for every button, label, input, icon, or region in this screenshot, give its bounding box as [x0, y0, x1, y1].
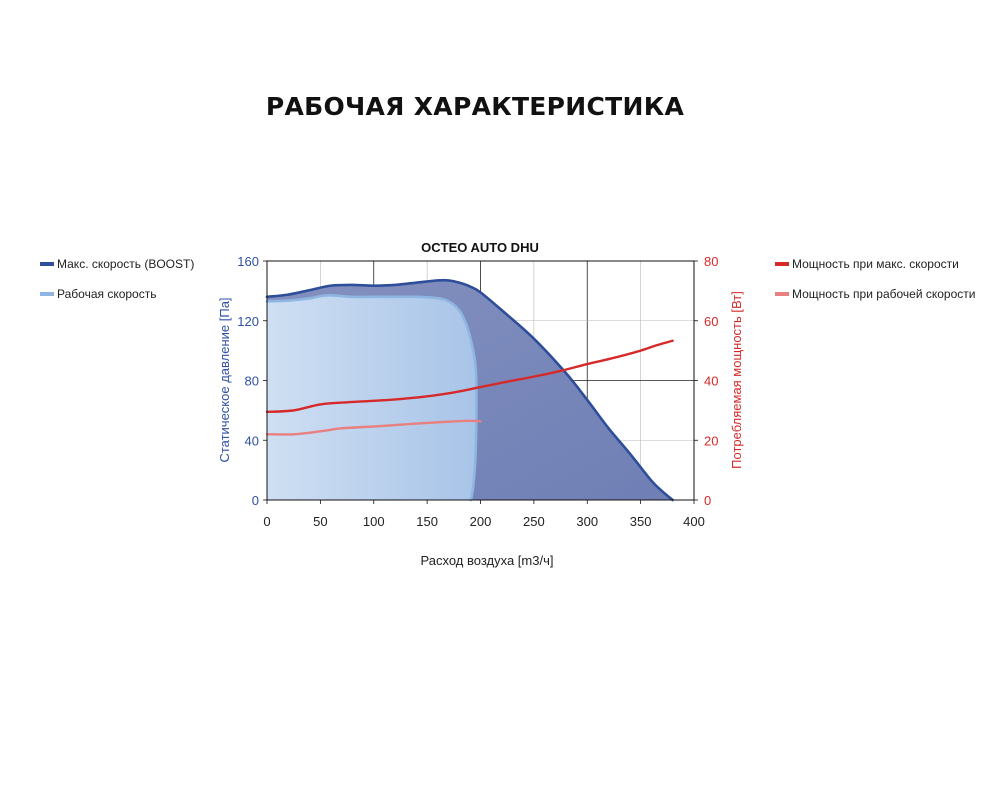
- x-tick-label: 400: [683, 514, 705, 529]
- x-tick-label: 150: [416, 514, 438, 529]
- legend-item-working: Рабочая скорость: [40, 287, 156, 301]
- line-boost: [265, 278, 674, 502]
- y-right-tick-label: 60: [704, 314, 718, 329]
- legend-item-boost: Макс. скорость (BOOST): [40, 257, 194, 271]
- y-left-tick-label: 160: [237, 254, 259, 269]
- line-power-working: [265, 419, 482, 436]
- chart-title: OCTEO AUTO DHU: [421, 240, 539, 255]
- legend-swatch-power-working: [775, 292, 789, 296]
- y-right-tick-label: 0: [704, 493, 711, 508]
- legend-item-power-working: Мощность при рабочей скорости: [775, 287, 975, 301]
- x-tick-label: 50: [313, 514, 327, 529]
- x-tick-label: 0: [263, 514, 270, 529]
- legend-label-power-working: Мощность при рабочей скорости: [792, 287, 976, 301]
- x-tick-label: 250: [523, 514, 545, 529]
- legend-label-working: Рабочая скорость: [57, 287, 157, 301]
- y-right-tick-label: 80: [704, 254, 718, 269]
- legend-item-power-max: Мощность при макс. скорости: [775, 257, 959, 271]
- y-left-tick-label: 120: [237, 314, 259, 329]
- line-power-max: [265, 339, 674, 414]
- page-heading: РАБОЧАЯ ХАРАКТЕРИСТИКА: [265, 92, 685, 121]
- y-right-tick-label: 40: [704, 374, 718, 389]
- y-left-tick-label: 80: [245, 374, 259, 389]
- legend-swatch-boost: [40, 262, 54, 266]
- legend-label-power-max: Мощность при макс. скорости: [792, 257, 959, 271]
- y-axis-left-label: Статическое давление [Па]: [217, 297, 232, 462]
- y-axis-right-label: Потребляемая мощность [Вт]: [729, 291, 744, 469]
- y-left-tick-label: 0: [252, 493, 259, 508]
- legend-label-boost: Макс. скорость (BOOST): [57, 257, 195, 271]
- legend-swatch-working: [40, 292, 54, 296]
- chart-ticks: 0 50 100 150 200 250 300 350 400 0 40 80 120 160 0 20 40…: [237, 254, 718, 529]
- y-right-tick-label: 20: [704, 433, 718, 448]
- x-tick-label: 300: [576, 514, 598, 529]
- x-axis-label: Расход воздуха [m3/ч]: [421, 553, 554, 568]
- x-tick-label: 100: [363, 514, 385, 529]
- chart-lines: [265, 278, 674, 502]
- y-left-tick-label: 40: [245, 433, 259, 448]
- area-working: [267, 295, 477, 500]
- x-tick-label: 350: [630, 514, 652, 529]
- legend-swatch-power-max: [775, 262, 789, 266]
- x-tick-label: 200: [470, 514, 492, 529]
